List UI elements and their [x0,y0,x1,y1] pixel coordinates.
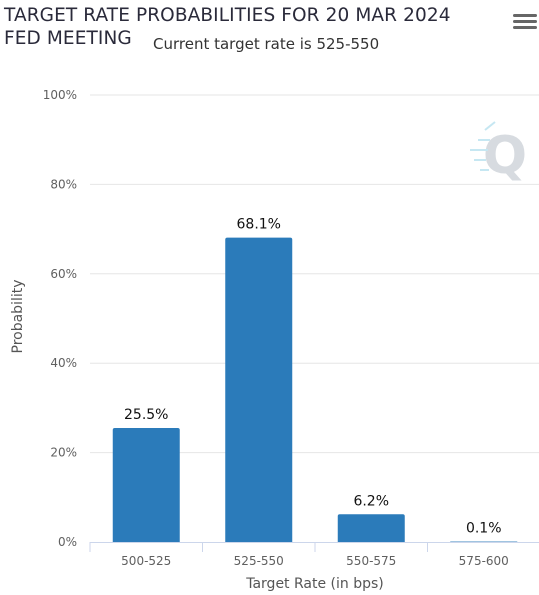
chart-subtitle: Current target rate is 525-550 [153,35,380,53]
bar-525-550[interactable] [225,237,293,542]
bar-500-525[interactable] [112,428,180,542]
y-tick-label: 40% [50,356,77,370]
y-axis-ticks: 0% 20% 40% 60% 80% 100% [43,88,77,549]
x-tick-label: 575-600 [459,554,509,568]
data-label: 0.1% [466,521,502,537]
x-tick-label: 550-575 [346,554,396,568]
x-axis-title: Target Rate (in bps) [245,576,384,592]
x-axis-ticks: 500-525 525-550 550-575 575-600 [89,542,509,568]
quikstrike-q-logo: Q [470,121,527,186]
y-tick-label: 0% [58,535,77,549]
chart-header: TARGET RATE PROBABILITIES FOR 20 MAR 202… [4,4,474,50]
y-axis-title: Probability [10,279,26,353]
y-tick-label: 80% [50,177,77,191]
chart-title: TARGET RATE PROBABILITIES FOR 20 MAR 202… [4,5,451,49]
logo-stripe [484,121,496,131]
x-tick-label: 500-525 [121,554,171,568]
y-tick-label: 20% [50,446,77,460]
data-label: 25.5% [124,407,168,423]
y-tick-label: 60% [50,267,77,281]
data-label: 6.2% [353,493,389,509]
x-tick-label: 525-550 [234,554,284,568]
bar-550-575[interactable] [337,514,405,542]
logo-q-glyph: Q [483,126,527,186]
bars: 25.5% 68.1% 6.2% 0.1% [112,217,518,542]
gridlines [90,94,539,454]
y-tick-label: 100% [43,88,77,102]
data-label: 68.1% [237,217,281,233]
hamburger-menu-icon[interactable] [513,14,537,34]
